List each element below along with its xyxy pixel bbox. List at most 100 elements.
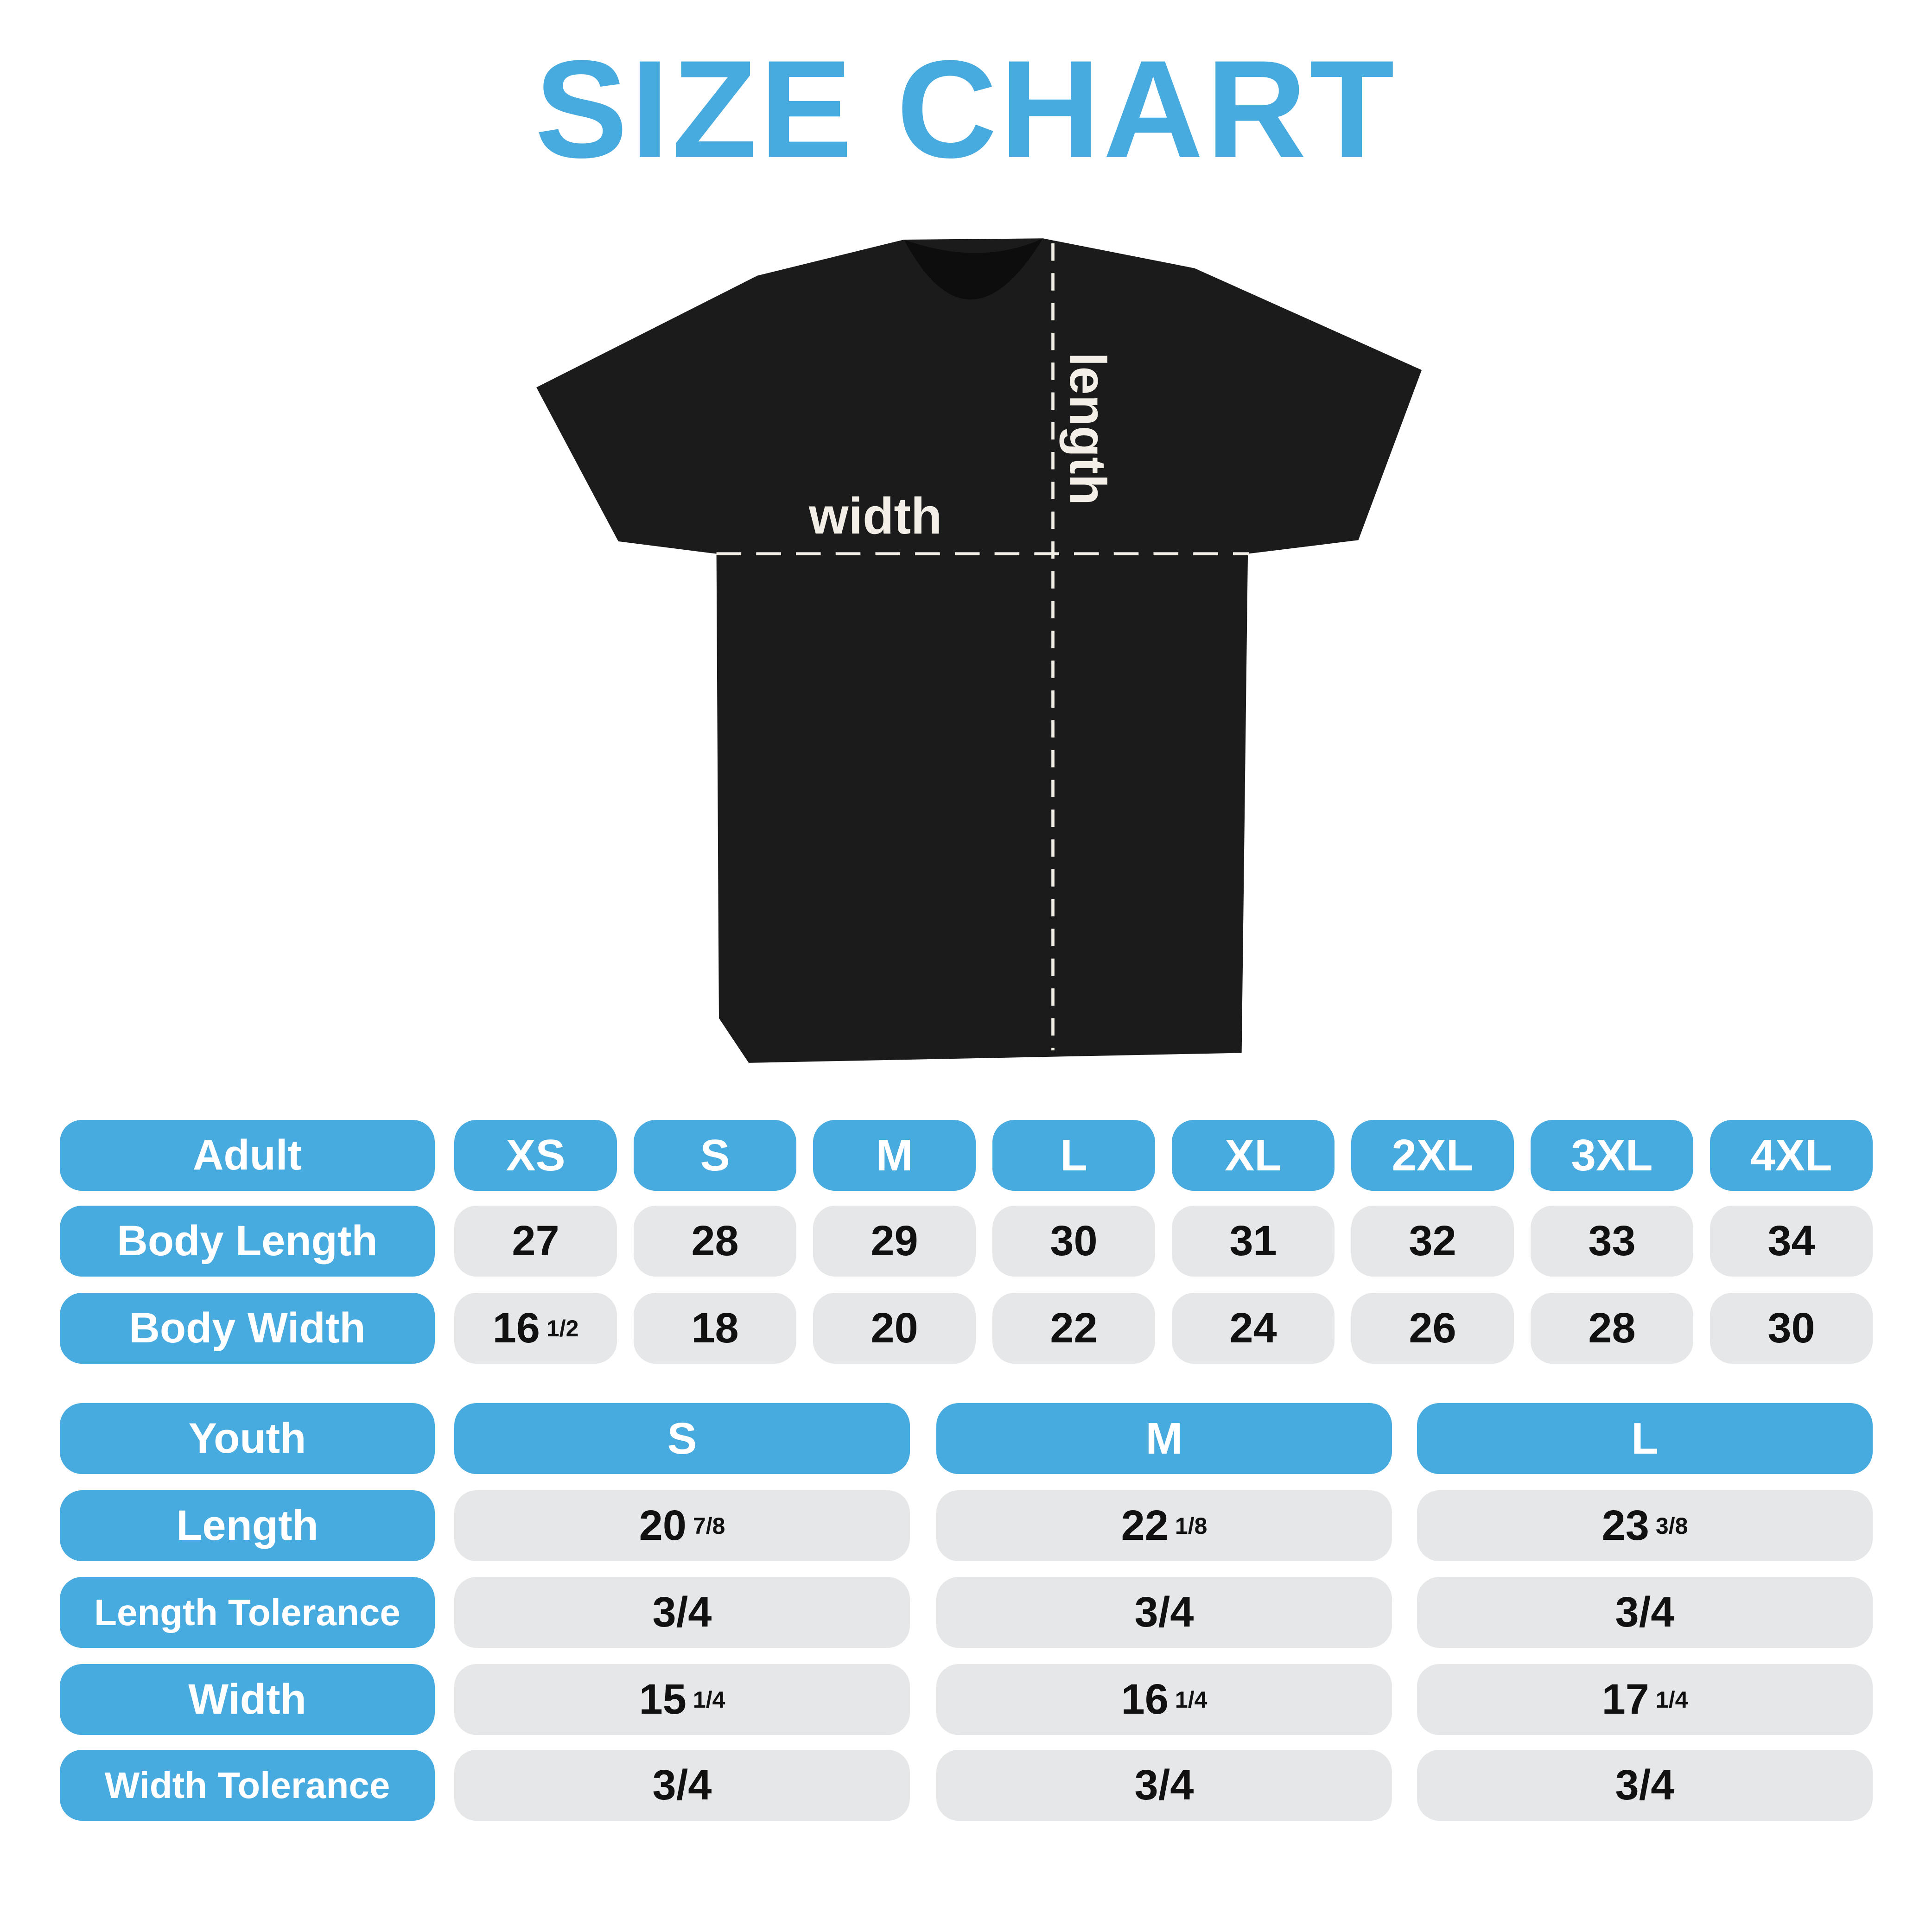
row-label: Length [60,1490,435,1561]
measurement-cell: 26 [1351,1293,1514,1364]
youth-size-M: M [936,1403,1392,1474]
youth-header: Youth [60,1403,435,1474]
fraction: 1/4 [693,1686,725,1713]
adult-size-XS-text: XS [506,1130,566,1180]
measurement-cell-text: 3/4 [1615,1761,1675,1809]
measurement-cell-text: 29 [871,1217,918,1265]
measurement-cell: 33 [1531,1206,1693,1277]
tshirt-neckline [904,238,1043,300]
tshirt-body [536,238,1422,1063]
measurement-cell-text: 30 [1050,1217,1098,1265]
adult-size-3XL: 3XL [1531,1120,1693,1191]
measurement-cell: 24 [1172,1293,1335,1364]
measurement-cell: 22 1/8 [936,1490,1392,1561]
measurement-cell: 18 [634,1293,796,1364]
measurement-cell-text: 3/4 [1615,1589,1675,1636]
measurement-cell: 29 [813,1206,976,1277]
adult-size-M-text: M [876,1130,913,1180]
youth-size-S: S [454,1403,910,1474]
measurement-cell-text: 32 [1409,1217,1456,1265]
row-label-text: Length Tolerance [94,1591,400,1633]
measurement-cell: 20 [813,1293,976,1364]
measurement-cell: 3/4 [1417,1577,1873,1648]
measurement-cell: 3/4 [936,1750,1392,1821]
row-label-text: Body Length [117,1217,378,1265]
measurement-cell-text: 17 [1602,1676,1649,1723]
measurement-cell-text: 3/4 [652,1589,712,1636]
fraction: 3/8 [1655,1513,1688,1539]
youth-size-M-text: M [1145,1413,1183,1463]
page-title: SIZE CHART [535,31,1397,187]
measurement-cell-text: 16 [492,1304,540,1352]
measurement-cell-text: 3/4 [1134,1589,1194,1636]
row-label: Length Tolerance [60,1577,435,1648]
measurement-cell: 31 [1172,1206,1335,1277]
measurement-cell: 32 [1351,1206,1514,1277]
measurement-cell-text: 30 [1767,1304,1815,1352]
measurement-cell-text: 22 [1121,1502,1169,1549]
fraction: 1/4 [1175,1686,1208,1713]
adult-size-L-text: L [1060,1130,1087,1180]
measurement-cell: 20 7/8 [454,1490,910,1561]
adult-size-3XL-text: 3XL [1571,1130,1653,1180]
measurement-cell: 16 1/2 [454,1293,617,1364]
adult-size-S: S [634,1120,796,1191]
measurement-cell-text: 15 [639,1676,686,1723]
measurement-cell: 3/4 [454,1750,910,1821]
measurement-cell: 3/4 [936,1577,1392,1648]
adult-size-2XL-text: 2XL [1392,1130,1474,1180]
adult-size-M: M [813,1120,976,1191]
adult-size-XL-text: XL [1225,1130,1282,1180]
adult-size-XS: XS [454,1120,617,1191]
fraction: 1/8 [1175,1513,1208,1539]
youth-header-text: Youth [188,1415,306,1462]
measurement-cell: 16 1/4 [936,1664,1392,1735]
row-label-text: Length [176,1502,318,1549]
measurement-cell-text: 31 [1229,1217,1277,1265]
fraction: 1/4 [1655,1686,1688,1713]
fraction: 7/8 [693,1513,725,1539]
measurement-cell: 3/4 [1417,1750,1873,1821]
measurement-cell-text: 3/4 [652,1761,712,1809]
measurement-cell: 30 [992,1206,1155,1277]
length-label: length [1059,352,1116,505]
measurement-cell-text: 22 [1050,1304,1098,1352]
measurement-cell: 27 [454,1206,617,1277]
measurement-cell-text: 27 [512,1217,559,1265]
measurement-cell: 3/4 [454,1577,910,1648]
measurement-cell: 15 1/4 [454,1664,910,1735]
adult-size-L: L [992,1120,1155,1191]
measurement-cell-text: 3/4 [1134,1761,1194,1809]
adult-size-S-text: S [700,1130,730,1180]
row-label: Body Width [60,1293,435,1364]
measurement-cell: 17 1/4 [1417,1664,1873,1735]
measurement-cell: 34 [1710,1206,1873,1277]
measurement-cell-text: 18 [691,1304,739,1352]
measurement-cell-text: 23 [1602,1502,1649,1549]
fraction: 1/2 [546,1315,579,1341]
row-label-text: Width Tolerance [104,1764,390,1806]
adult-size-4XL: 4XL [1710,1120,1873,1191]
measurement-cell-text: 34 [1767,1217,1815,1265]
youth-size-L: L [1417,1403,1873,1474]
measurement-cell-text: 28 [1588,1304,1636,1352]
youth-size-S-text: S [667,1413,697,1463]
adult-size-XL: XL [1172,1120,1335,1191]
width-label: width [809,488,942,545]
measurement-cell-text: 33 [1588,1217,1636,1265]
adult-header-text: Adult [192,1131,302,1179]
youth-size-L-text: L [1631,1413,1659,1463]
row-label: Width [60,1664,435,1735]
measurement-cell-text: 20 [639,1502,686,1549]
measurement-cell: 28 [1531,1293,1693,1364]
adult-size-2XL: 2XL [1351,1120,1514,1191]
measurement-cell-text: 28 [691,1217,739,1265]
measurement-cell-text: 16 [1121,1676,1169,1723]
measurement-cell-text: 26 [1409,1304,1456,1352]
measurement-cell: 28 [634,1206,796,1277]
measurement-cell: 30 [1710,1293,1873,1364]
measurement-cell-text: 20 [871,1304,918,1352]
adult-header: Adult [60,1120,435,1191]
row-label: Width Tolerance [60,1750,435,1821]
